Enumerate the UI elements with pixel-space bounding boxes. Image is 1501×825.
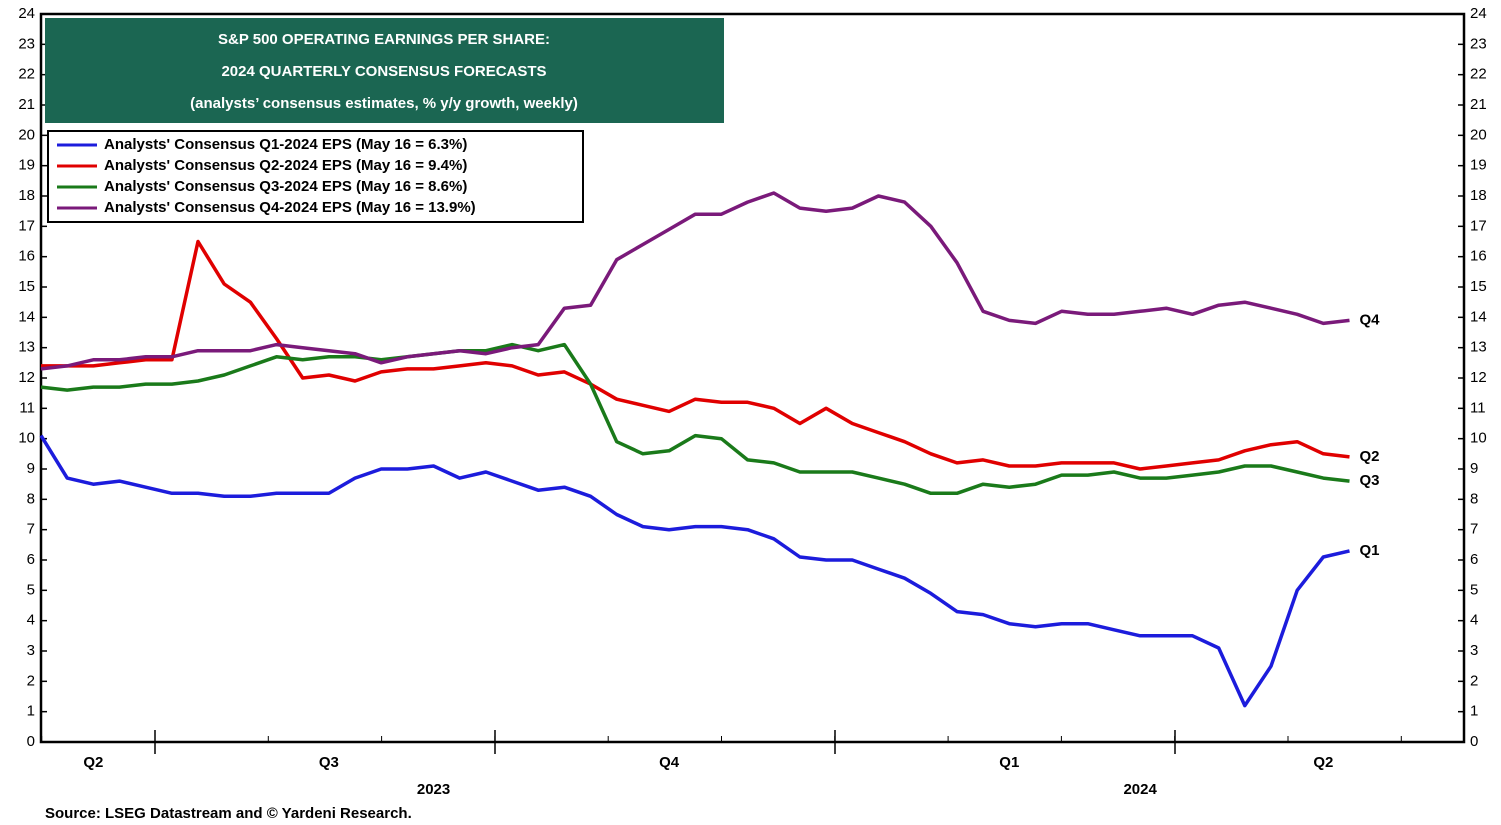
y-tick-label: 5	[27, 581, 35, 598]
end-label: Q2	[1360, 448, 1380, 465]
y2-tick-label: 10	[1470, 430, 1487, 447]
series-line	[40, 191, 1350, 371]
y-tick-label: 19	[18, 157, 35, 174]
end-label: Q1	[1360, 542, 1380, 559]
y-tick-label: 11	[19, 399, 35, 416]
y2-tick-label: 18	[1470, 187, 1487, 204]
y2-tick-label: 12	[1470, 369, 1487, 386]
y2-tick-label: 17	[1470, 217, 1487, 234]
y-tick-label: 22	[18, 66, 35, 83]
y-tick-label: 21	[18, 96, 35, 113]
chart-title: S&P 500 OPERATING EARNINGS PER SHARE:	[218, 31, 550, 48]
y-tick-label: 8	[27, 490, 35, 507]
y2-tick-label: 3	[1470, 642, 1478, 659]
x-year-label: 2024	[1123, 781, 1157, 798]
y2-tick-label: 20	[1470, 126, 1487, 143]
y-tick-label: 17	[18, 217, 35, 234]
y2-tick-label: 13	[1470, 339, 1487, 356]
y2-tick-label: 24	[1470, 5, 1487, 22]
y2-tick-label: 5	[1470, 581, 1478, 598]
y2-tick-label: 4	[1470, 612, 1478, 629]
legend-box	[47, 130, 584, 223]
y2-tick-label: 15	[1470, 278, 1487, 295]
y2-tick-label: 21	[1470, 96, 1487, 113]
x-tick-label: Q2	[1313, 754, 1333, 771]
y2-tick-label: 2	[1470, 672, 1478, 689]
y2-tick-label: 22	[1470, 66, 1487, 83]
end-label: Q3	[1360, 472, 1380, 489]
y-tick-label: 24	[18, 5, 35, 22]
y2-tick-label: 0	[1470, 733, 1478, 750]
x-tick-label: Q4	[659, 754, 680, 771]
x-tick-label: Q3	[319, 754, 339, 771]
y2-tick-label: 8	[1470, 490, 1478, 507]
y-tick-label: 6	[27, 551, 35, 568]
series-line	[41, 239, 1350, 471]
y-tick-label: 4	[27, 612, 35, 629]
y-tick-label: 3	[27, 642, 35, 659]
y2-tick-label: 16	[1470, 248, 1487, 265]
y2-tick-label: 11	[1470, 399, 1486, 416]
y2-tick-label: 19	[1470, 157, 1487, 174]
y-tick-label: 12	[18, 369, 35, 386]
y-tick-label: 18	[18, 187, 35, 204]
y2-tick-label: 23	[1470, 35, 1487, 52]
y-tick-label: 10	[18, 430, 35, 447]
legend-label: Analysts' Consensus Q2-2024 EPS (May 16 …	[104, 157, 467, 174]
y-tick-label: 14	[18, 308, 35, 325]
legend-label: Analysts' Consensus Q1-2024 EPS (May 16 …	[104, 136, 467, 153]
y-tick-label: 23	[18, 35, 35, 52]
y2-tick-label: 1	[1470, 703, 1478, 720]
x-year-label: 2023	[417, 781, 450, 798]
y-tick-label: 7	[27, 521, 35, 538]
y-tick-label: 2	[27, 672, 35, 689]
title-box	[45, 18, 724, 123]
y-tick-label: 1	[27, 703, 35, 720]
y-tick-label: 15	[18, 278, 35, 295]
x-tick-label: Q2	[83, 754, 103, 771]
y2-tick-label: 14	[1470, 308, 1487, 325]
plot-frame	[39, 12, 1466, 744]
y-tick-label: 16	[18, 248, 35, 265]
x-tick-label: Q1	[999, 754, 1019, 771]
series-line	[39, 434, 1350, 708]
y2-tick-label: 7	[1470, 521, 1478, 538]
y2-tick-label: 9	[1470, 460, 1478, 477]
chart-title: 2024 QUARTERLY CONSENSUS FORECASTS	[221, 63, 546, 80]
series-line	[40, 342, 1350, 496]
y2-tick-label: 6	[1470, 551, 1478, 568]
end-label: Q4	[1360, 311, 1381, 328]
y-tick-label: 20	[18, 126, 35, 143]
source: Source: LSEG Datastream and © Yardeni Re…	[45, 805, 412, 822]
legend-label: Analysts' Consensus Q3-2024 EPS (May 16 …	[104, 178, 467, 195]
legend-label: Analysts' Consensus Q4-2024 EPS (May 16 …	[104, 199, 476, 216]
y-tick-label: 0	[27, 733, 35, 750]
chart-title: (analysts’ consensus estimates, % y/y gr…	[190, 95, 578, 112]
y-tick-label: 13	[18, 339, 35, 356]
y-tick-label: 9	[27, 460, 35, 477]
